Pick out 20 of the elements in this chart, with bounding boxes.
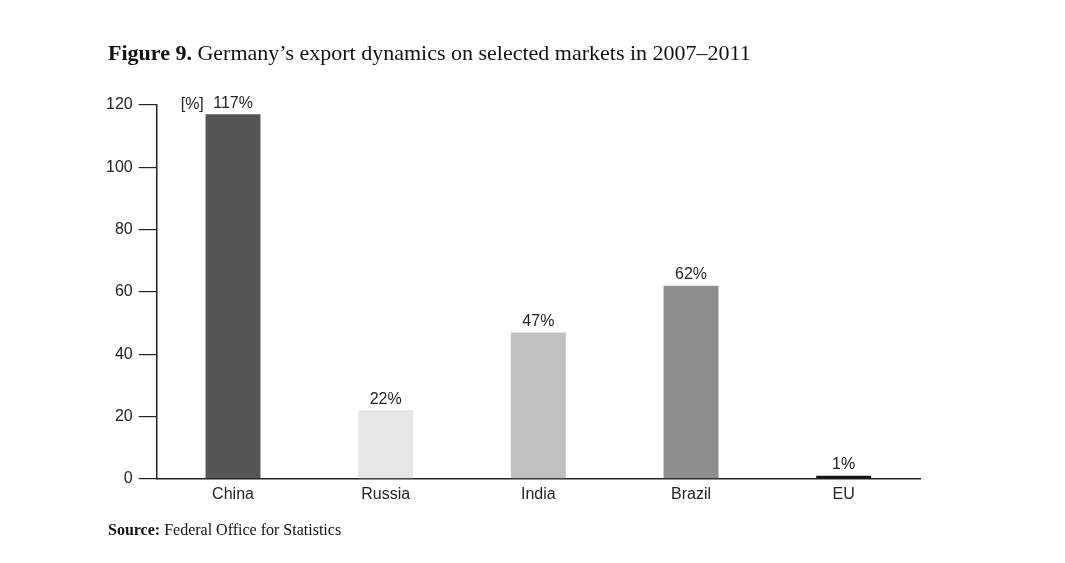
x-tick-label: EU [832,484,855,502]
y-tick-label: 80 [114,220,133,238]
data-label: 1% [832,455,856,473]
x-tick-label: Russia [361,484,411,502]
y-tick-label: 60 [114,282,133,300]
x-tick-label: India [521,484,556,502]
source-note: Source: Federal Office for Statistics [108,521,342,539]
x-tick-label: China [212,484,255,502]
y-axis-title: [%] [180,95,204,113]
x-tick-label: Brazil [671,484,712,502]
data-label: 62% [674,265,708,283]
chart-title: Figure 9. Germany’s export dynamics on selected markets in 2007–2011 [108,40,751,66]
data-label: 22% [369,389,402,407]
data-label: 47% [522,311,555,329]
y-tick-label: 100 [105,157,133,175]
y-tick-label: 0 [123,469,133,487]
data-label: 117% [213,93,253,111]
y-tick-label: 40 [114,344,133,362]
y-tick-label: 20 [114,406,133,424]
y-tick-label: 120 [105,95,133,113]
